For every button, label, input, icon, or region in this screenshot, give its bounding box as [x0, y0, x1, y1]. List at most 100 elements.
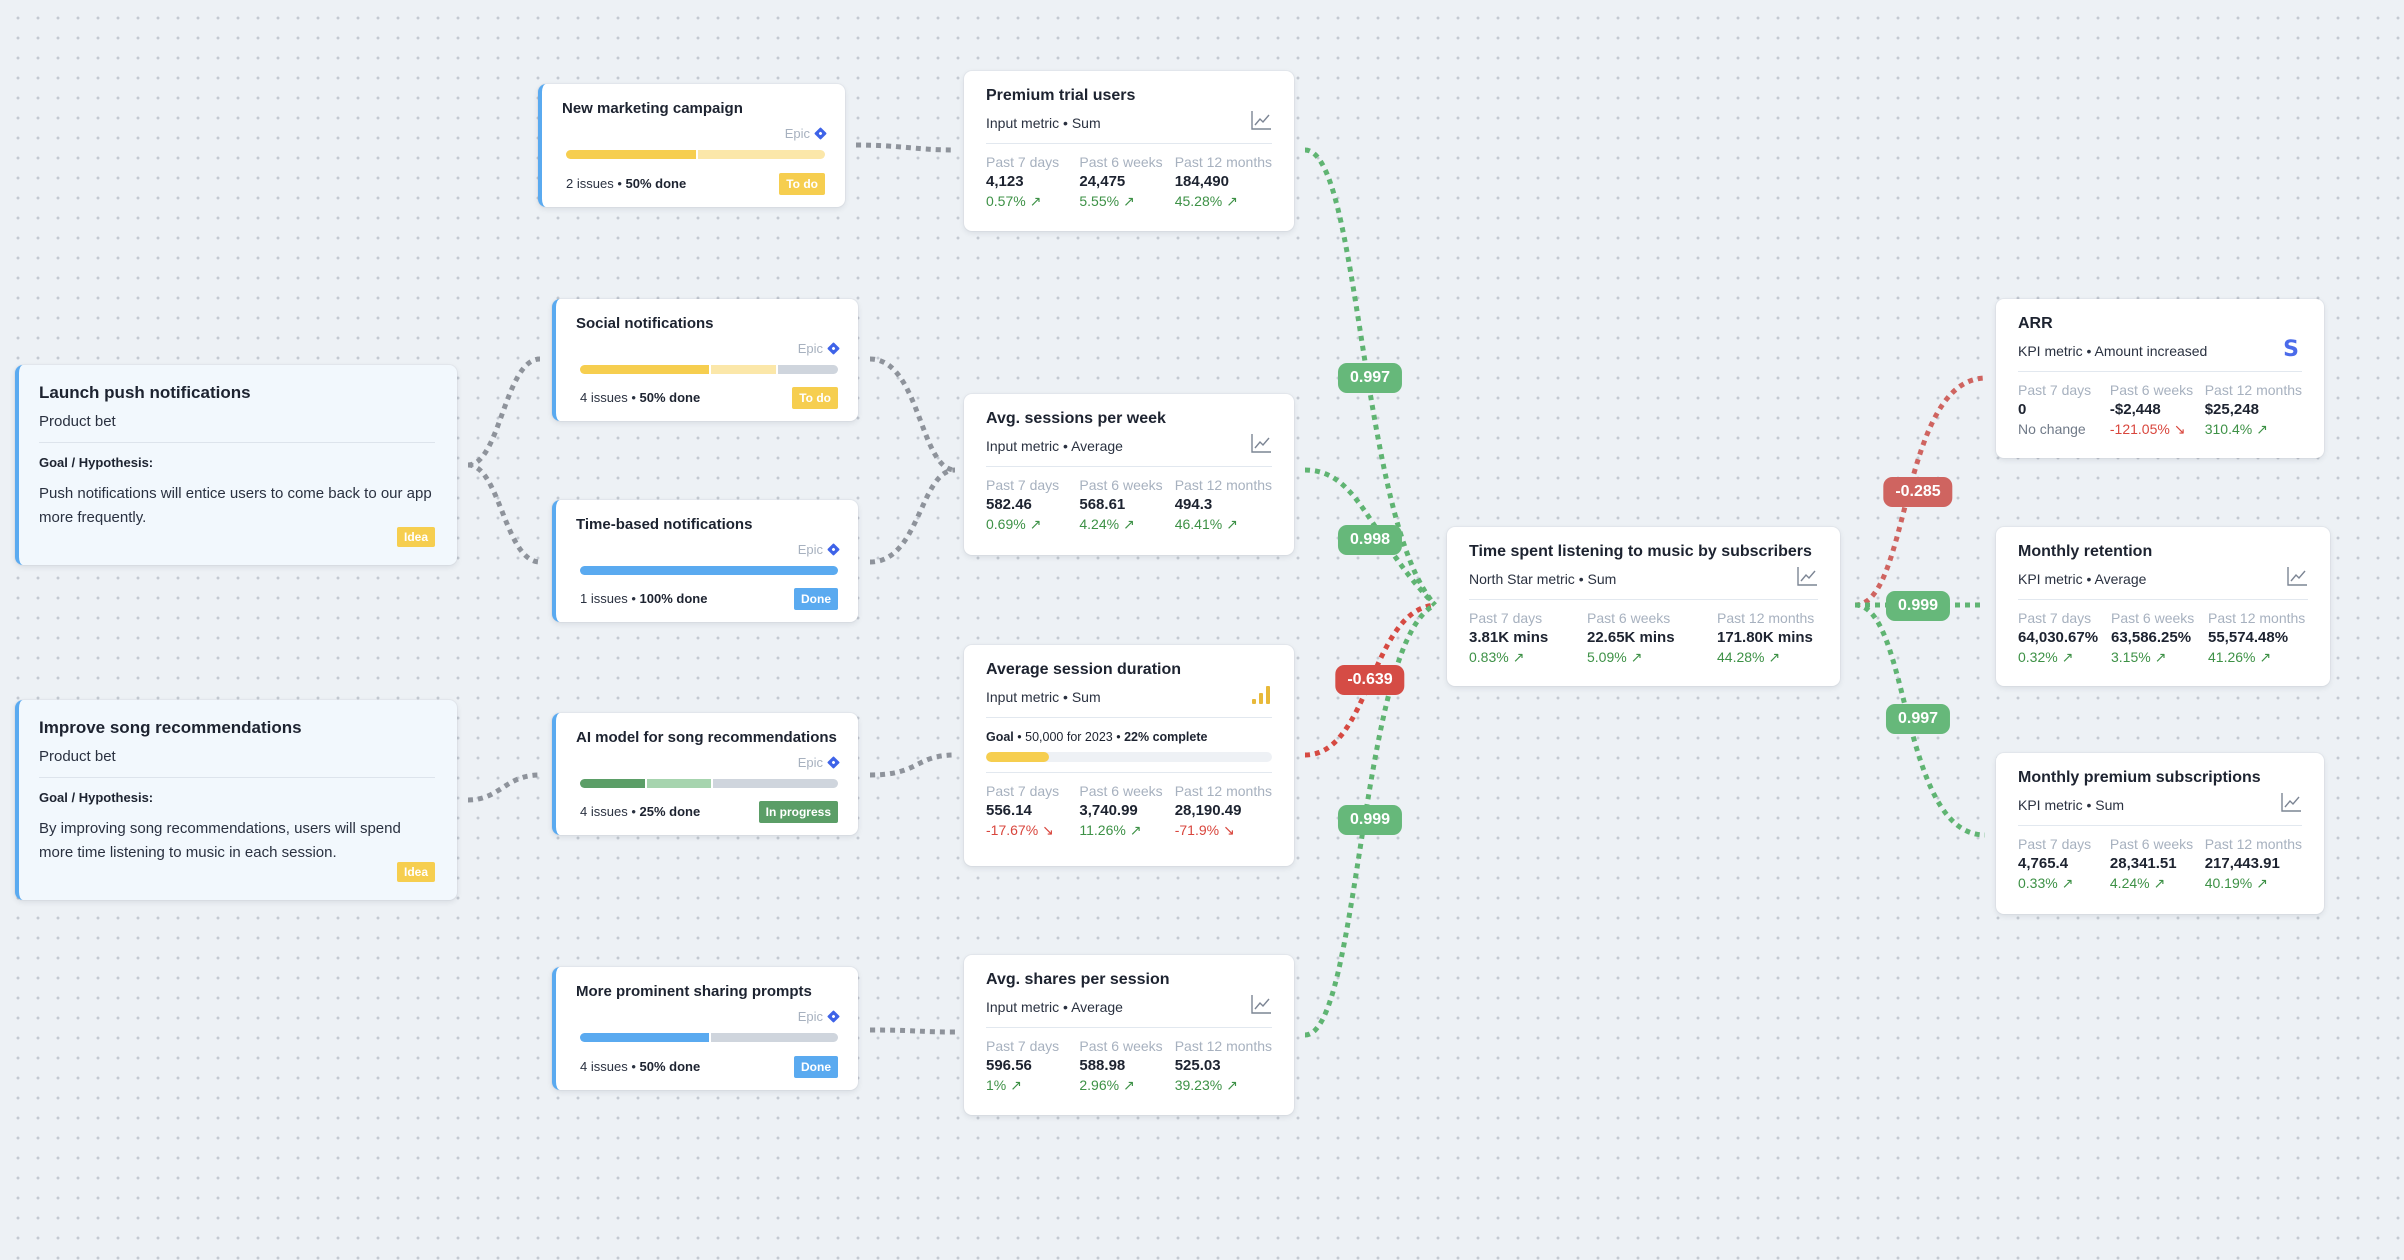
- goal-line: Goal • 50,000 for 2023 • 22% complete: [986, 718, 1272, 752]
- issue-count: 1 issues: [580, 591, 628, 606]
- epic-card[interactable]: More prominent sharing prompts Epic 4 is…: [552, 967, 858, 1090]
- period-label: Past 12 months: [2208, 610, 2306, 626]
- metric-title: Premium trial users: [986, 87, 1136, 104]
- metric-change: 4.24% ↗: [1079, 516, 1135, 532]
- metric-change: 5.55% ↗: [1079, 193, 1135, 209]
- period-label: Past 7 days: [2018, 836, 2092, 852]
- metric-card-average-session-duration[interactable]: Average session duration Input metric • …: [964, 645, 1294, 866]
- done-percent: 50% done: [639, 390, 701, 405]
- line-chart-icon[interactable]: [1250, 993, 1272, 1015]
- period-label: Past 6 weeks: [1079, 477, 1163, 493]
- correlation-badge[interactable]: 0.999: [1337, 805, 1403, 835]
- correlation-badge[interactable]: 0.997: [1337, 363, 1403, 393]
- epic-card[interactable]: AI model for song recommendations Epic 4…: [552, 713, 858, 835]
- correlation-badge[interactable]: 0.999: [1885, 591, 1951, 621]
- metric-change: 40.19% ↗: [2204, 875, 2268, 891]
- goal-progress-bar: [986, 752, 1272, 762]
- period-label: Past 6 weeks: [1079, 1038, 1163, 1054]
- metric-aggregation: Sum: [1071, 115, 1101, 131]
- metric-type: KPI metric • Average: [2018, 567, 2308, 600]
- metric-value: 55,574.48%: [2208, 629, 2289, 646]
- jira-epic-icon: [827, 342, 840, 355]
- period-label: Past 7 days: [986, 477, 1060, 493]
- line-chart-icon[interactable]: [1250, 109, 1272, 131]
- separator: •: [2086, 797, 2092, 813]
- metric-value: 0: [2018, 401, 2027, 418]
- kpi-card-monthly-retention[interactable]: Monthly retention KPI metric • Average P…: [1996, 527, 2330, 686]
- correlation-badge[interactable]: -0.285: [1883, 477, 1953, 507]
- metric-value: -$2,448: [2109, 401, 2161, 418]
- metric-value: 568.61: [1079, 496, 1126, 513]
- correlation-badge[interactable]: -0.639: [1335, 665, 1405, 695]
- issue-count: 2 issues: [566, 176, 614, 191]
- metric-change: 11.26% ↗: [1079, 822, 1142, 838]
- product-bet-card[interactable]: Improve song recommendations Product bet…: [15, 700, 457, 900]
- separator: •: [631, 1059, 636, 1074]
- north-star-metric-card[interactable]: Time spent listening to music by subscri…: [1447, 527, 1840, 686]
- epic-card[interactable]: Time-based notifications Epic 1 issues •…: [552, 500, 858, 622]
- separator: •: [1116, 730, 1121, 744]
- metric-type: Input metric • Sum: [986, 686, 1272, 718]
- line-chart-icon[interactable]: [1796, 565, 1818, 587]
- period-label: Past 12 months: [1717, 610, 1815, 626]
- metric-aggregation: Average: [2094, 571, 2147, 587]
- period-label: Past 6 weeks: [2109, 382, 2194, 398]
- line-chart-icon[interactable]: [2286, 565, 2308, 587]
- done-percent: 50% done: [625, 176, 687, 191]
- metric-card-avg-sessions-per-week[interactable]: Avg. sessions per week Input metric • Av…: [964, 394, 1294, 555]
- metric-title: ARR: [2018, 315, 2053, 332]
- bar-signal-icon[interactable]: [1250, 683, 1272, 705]
- stripe-s-icon[interactable]: S: [2280, 337, 2302, 359]
- epic-card[interactable]: Social notifications Epic 4 issues • 50%…: [552, 299, 858, 421]
- period-label: Past 7 days: [986, 154, 1060, 170]
- jira-epic-icon: [814, 127, 827, 140]
- status-badge: To do: [792, 387, 838, 409]
- metric-card-avg-shares-per-session[interactable]: Avg. shares per session Input metric • A…: [964, 955, 1294, 1115]
- correlation-badge[interactable]: 0.998: [1337, 525, 1403, 555]
- period-label: Past 7 days: [2018, 610, 2092, 626]
- metric-value: 217,443.91: [2204, 855, 2280, 872]
- progress-bar: [580, 365, 838, 374]
- metric-value: 63,586.25%: [2111, 629, 2192, 646]
- line-chart-icon[interactable]: [1250, 432, 1272, 454]
- goal-target: 50,000 for 2023: [1025, 730, 1113, 744]
- correlation-badge[interactable]: 0.997: [1885, 704, 1951, 734]
- metric-card-premium-trial-users[interactable]: Premium trial users Input metric • Sum P…: [964, 71, 1294, 231]
- progress-bar: [580, 1033, 838, 1042]
- issue-count: 4 issues: [580, 1059, 628, 1074]
- metric-change: 3.15% ↗: [2111, 649, 2167, 665]
- product-bet-type: Product bet: [39, 413, 435, 443]
- epic-title: More prominent sharing prompts: [576, 983, 812, 1000]
- metric-periods: Past 7 days 64,030.67% 0.32% ↗ Past 6 week…: [2018, 610, 2308, 666]
- metric-value: 64,030.67%: [2018, 629, 2099, 646]
- progress-bar: [580, 779, 838, 788]
- metric-change: 5.09% ↗: [1587, 649, 1643, 665]
- kpi-card-monthly-premium-subscriptions[interactable]: Monthly premium subscriptions KPI metric…: [1996, 753, 2324, 914]
- progress-bar: [580, 566, 838, 575]
- metric-value: 22.65K mins: [1587, 629, 1675, 646]
- product-bet-card[interactable]: Launch push notifications Product bet Go…: [15, 365, 457, 565]
- separator: •: [1063, 115, 1068, 131]
- separator: •: [1063, 689, 1068, 705]
- metric-title: Monthly premium subscriptions: [2018, 769, 2261, 786]
- metric-value: 525.03: [1174, 1057, 1221, 1074]
- metric-value: 28,190.49: [1174, 802, 1242, 819]
- svg-text:S: S: [2283, 337, 2299, 359]
- metric-value: 556.14: [986, 802, 1032, 819]
- metric-change: 0.83% ↗: [1469, 649, 1525, 665]
- metric-periods: Past 7 days 582.46 0.69% ↗ Past 6 weeks 568…: [986, 477, 1272, 533]
- epic-tag-label: Epic: [797, 1009, 823, 1024]
- epic-title: Time-based notifications: [576, 516, 753, 533]
- epic-tag: Epic: [785, 126, 827, 141]
- epic-card[interactable]: New marketing campaign Epic 2 issues • 5…: [538, 84, 845, 207]
- product-bet-type: Product bet: [39, 748, 435, 778]
- kpi-card-arr[interactable]: ARR KPI metric • Amount increased S Past…: [1996, 299, 2324, 458]
- progress-bar: [566, 150, 825, 159]
- line-chart-icon[interactable]: [2280, 791, 2302, 813]
- metric-value: 24,475: [1079, 173, 1126, 190]
- metric-aggregation: Average: [1071, 438, 1123, 454]
- epic-tag: Epic: [798, 755, 840, 770]
- epic-title: AI model for song recommendations: [576, 729, 837, 746]
- period-label: Past 6 weeks: [2109, 836, 2194, 852]
- jira-epic-icon: [827, 756, 840, 769]
